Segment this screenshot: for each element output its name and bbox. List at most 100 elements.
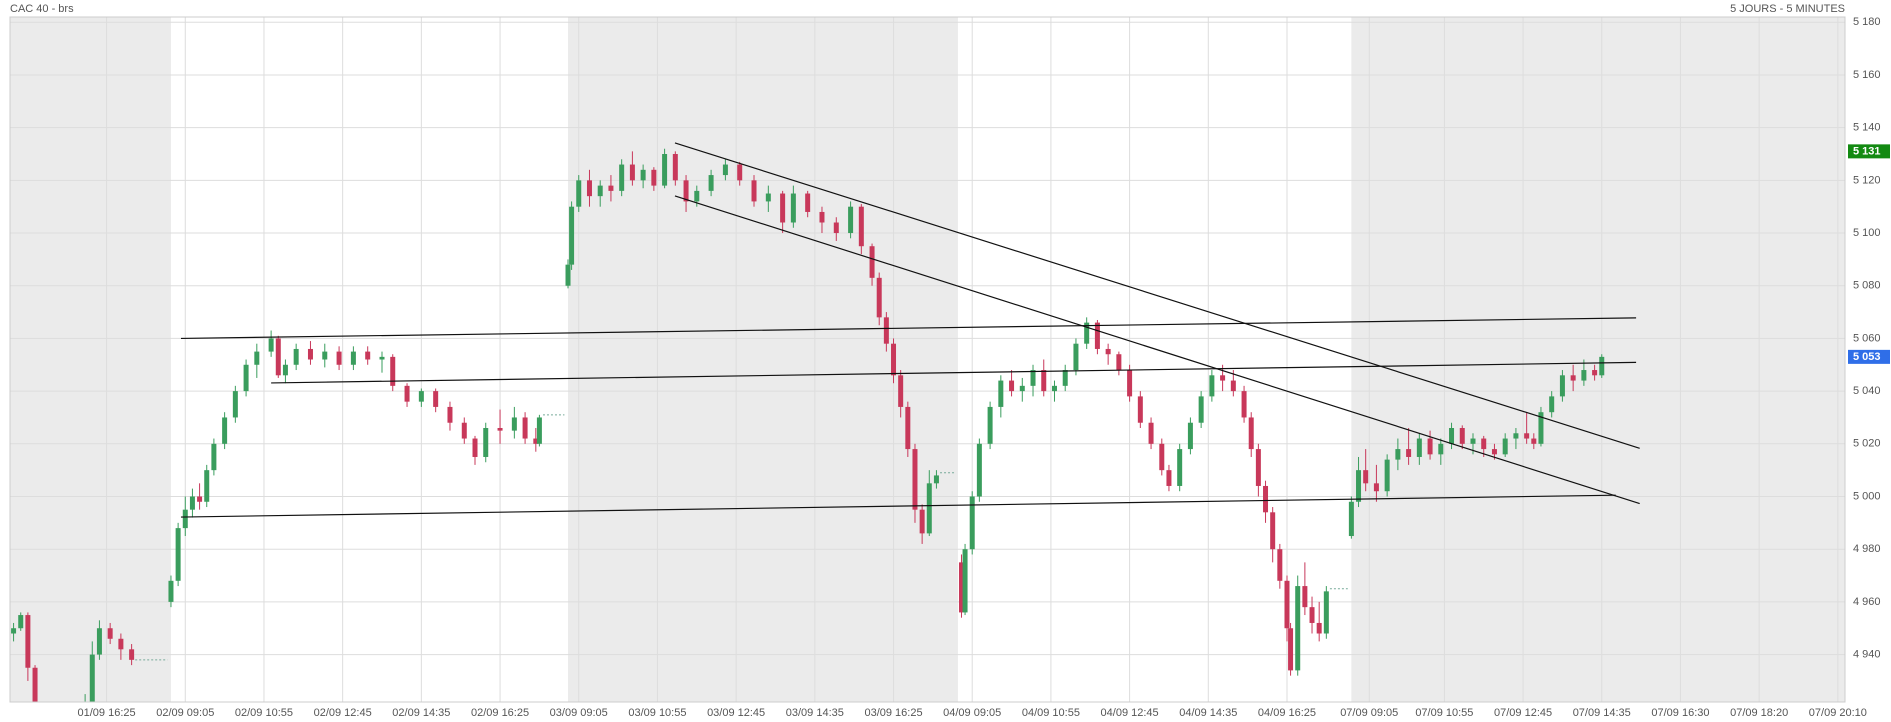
candle-body xyxy=(1030,370,1036,386)
candle-body xyxy=(1438,443,1444,455)
candle-body xyxy=(1356,470,1362,502)
candle-body xyxy=(1198,396,1204,423)
y-tick-label: 4 940 xyxy=(1853,648,1881,660)
candle-body xyxy=(536,417,542,444)
candle-body xyxy=(322,351,328,360)
candle-body xyxy=(1491,449,1497,455)
candle-body xyxy=(1019,385,1025,392)
candle-body xyxy=(969,496,975,550)
candle-body xyxy=(1277,549,1283,581)
y-tick-label: 5 000 xyxy=(1853,490,1881,502)
candle-body xyxy=(204,470,210,502)
candle-body xyxy=(586,180,592,197)
price-marker-label: 5 053 xyxy=(1853,351,1881,363)
candle-body xyxy=(182,509,188,529)
candle-body xyxy=(18,615,24,629)
candle-body xyxy=(1395,449,1401,460)
candle-body xyxy=(447,406,453,423)
candle-body xyxy=(1559,375,1565,397)
candle-body xyxy=(1230,380,1236,392)
candle-body xyxy=(987,406,993,444)
candle-body xyxy=(722,164,728,176)
candle-body xyxy=(379,356,385,360)
trendline xyxy=(674,142,1640,449)
candle-body xyxy=(905,406,911,450)
x-tick-label: 04/09 09:05 xyxy=(943,707,1001,719)
candle-body xyxy=(25,615,31,668)
x-tick-label: 04/09 16:25 xyxy=(1258,707,1316,719)
x-tick-label: 02/09 09:05 xyxy=(156,707,214,719)
x-tick-label: 03/09 12:45 xyxy=(707,707,765,719)
candle-body xyxy=(1073,343,1079,371)
candle-body xyxy=(1148,422,1154,444)
candle-body xyxy=(433,391,439,407)
price-marker xyxy=(1848,144,1890,159)
candle-body xyxy=(1116,354,1122,371)
candle-body xyxy=(275,338,281,376)
plot-frame xyxy=(9,16,1846,703)
candle-body xyxy=(1270,512,1276,550)
candle-body xyxy=(107,628,113,639)
day-shade xyxy=(568,17,958,702)
candle-body xyxy=(805,193,811,212)
candle-body xyxy=(404,385,410,402)
y-tick-label: 5 120 xyxy=(1853,174,1881,186)
candle-body xyxy=(694,190,700,202)
candle-body xyxy=(1187,422,1193,450)
price-marker xyxy=(1848,349,1890,364)
candle-body xyxy=(1524,433,1530,439)
y-tick-label: 5 100 xyxy=(1853,227,1881,239)
candle-body xyxy=(608,185,614,191)
candle-body xyxy=(672,154,678,181)
candle-body xyxy=(619,164,625,191)
candle-body xyxy=(1549,396,1555,413)
candle-body xyxy=(1384,459,1390,492)
chart-title: CAC 40 - brs xyxy=(10,3,74,15)
candle-body xyxy=(1363,470,1369,484)
candle-body xyxy=(1513,433,1519,439)
candle-body xyxy=(254,351,260,365)
x-tick-label: 02/09 10:55 xyxy=(235,707,293,719)
x-tick-label: 07/09 20:10 xyxy=(1809,707,1867,719)
candle-body xyxy=(891,343,897,376)
candle-body xyxy=(1051,385,1057,392)
candle-body xyxy=(1159,443,1165,471)
y-tick-label: 5 080 xyxy=(1853,280,1881,292)
x-tick-label: 02/09 16:25 xyxy=(471,707,529,719)
candle-body xyxy=(1127,370,1133,397)
trendline xyxy=(674,195,1640,505)
x-tick-label: 04/09 14:35 xyxy=(1179,707,1237,719)
candle-body xyxy=(390,356,396,386)
x-tick-label: 07/09 12:45 xyxy=(1494,707,1552,719)
candle-body xyxy=(1348,501,1354,537)
candle-body xyxy=(780,193,786,223)
x-tick-label: 04/09 10:55 xyxy=(1022,707,1080,719)
candle-body xyxy=(232,391,238,418)
candle-body xyxy=(683,180,689,202)
candle-body xyxy=(11,628,17,634)
x-tick-label: 07/09 09:05 xyxy=(1340,707,1398,719)
candle-body xyxy=(243,364,249,392)
candle-body xyxy=(497,428,503,431)
candle-body xyxy=(751,180,757,202)
day-shade xyxy=(10,17,171,702)
candle-body xyxy=(565,264,571,286)
candle-body xyxy=(1288,628,1294,671)
candle-body xyxy=(197,496,203,502)
candle-body xyxy=(418,391,424,402)
candle-body xyxy=(1538,412,1544,444)
candle-body xyxy=(1570,375,1576,381)
y-tick-label: 4 960 xyxy=(1853,596,1881,608)
candle-body xyxy=(1009,380,1015,392)
candle-body xyxy=(1166,470,1172,486)
candle-body xyxy=(282,364,288,376)
trendline xyxy=(180,317,1637,340)
candle-body xyxy=(1105,348,1111,355)
x-tick-label: 04/09 12:45 xyxy=(1101,707,1159,719)
candle-body xyxy=(1284,580,1290,629)
candle-body xyxy=(32,667,38,702)
candle-body xyxy=(1316,622,1322,634)
candle-body xyxy=(790,193,796,223)
x-tick-label: 03/09 16:25 xyxy=(864,707,922,719)
candle-body xyxy=(1581,370,1587,381)
